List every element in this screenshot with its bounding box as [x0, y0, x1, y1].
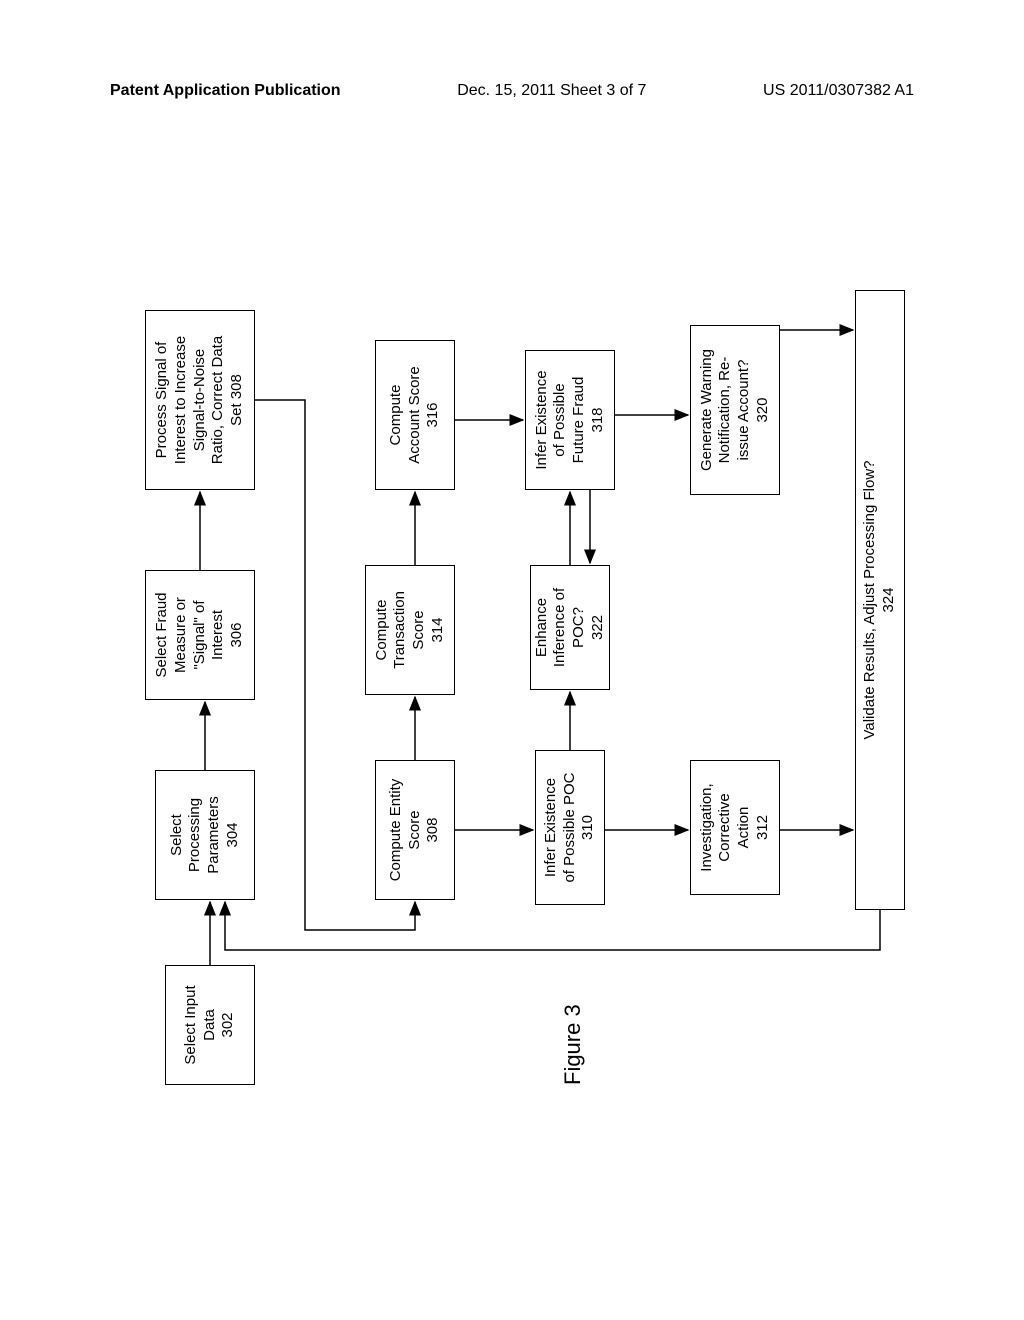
box-310-text: Infer Existenceof Possible POC310 [542, 772, 598, 882]
box-302: Select InputData302 [165, 965, 255, 1085]
header-left: Patent Application Publication [110, 82, 341, 100]
box-302-text: Select InputData302 [182, 985, 238, 1064]
box-322: EnhanceInference ofPOC?322 [530, 565, 610, 690]
box-324: Validate Results, Adjust Processing Flow… [855, 290, 905, 910]
header-right: US 2011/0307382 A1 [763, 82, 914, 100]
header-center: Dec. 15, 2011 Sheet 3 of 7 [457, 82, 646, 100]
box-324-text: Validate Results, Adjust Processing Flow… [861, 460, 899, 739]
box-316-text: ComputeAccount Score316 [387, 366, 443, 464]
box-312-text: Investigation,CorrectiveAction312 [698, 783, 773, 871]
box-306: Select FraudMeasure or"Signal" ofInteres… [145, 570, 255, 700]
box-306-text: Select FraudMeasure or"Signal" ofInteres… [153, 592, 247, 677]
box-304-text: SelectProcessingParameters304 [168, 796, 243, 874]
figure-label: Figure 3 [560, 1004, 586, 1085]
box-308a-text: Process Signal ofInterest to IncreaseSig… [153, 336, 247, 464]
box-312: Investigation,CorrectiveAction312 [690, 760, 780, 895]
box-320: Generate WarningNotification, Re-issue A… [690, 325, 780, 495]
box-308b: Compute EntityScore308 [375, 760, 455, 900]
box-314-text: ComputeTransactionScore314 [373, 591, 448, 669]
box-318: Infer Existenceof PossibleFuture Fraud31… [525, 350, 615, 490]
box-316: ComputeAccount Score316 [375, 340, 455, 490]
box-322-text: EnhanceInference ofPOC?322 [533, 588, 608, 667]
box-320-text: Generate WarningNotification, Re-issue A… [698, 349, 773, 471]
box-318-text: Infer Existenceof PossibleFuture Fraud31… [533, 370, 608, 469]
flowchart-diagram: Select InputData302 SelectProcessingPara… [135, 270, 905, 1030]
box-308a: Process Signal ofInterest to IncreaseSig… [145, 310, 255, 490]
box-314: ComputeTransactionScore314 [365, 565, 455, 695]
box-308b-text: Compute EntityScore308 [387, 779, 443, 882]
box-304: SelectProcessingParameters304 [155, 770, 255, 900]
box-310: Infer Existenceof Possible POC310 [535, 750, 605, 905]
